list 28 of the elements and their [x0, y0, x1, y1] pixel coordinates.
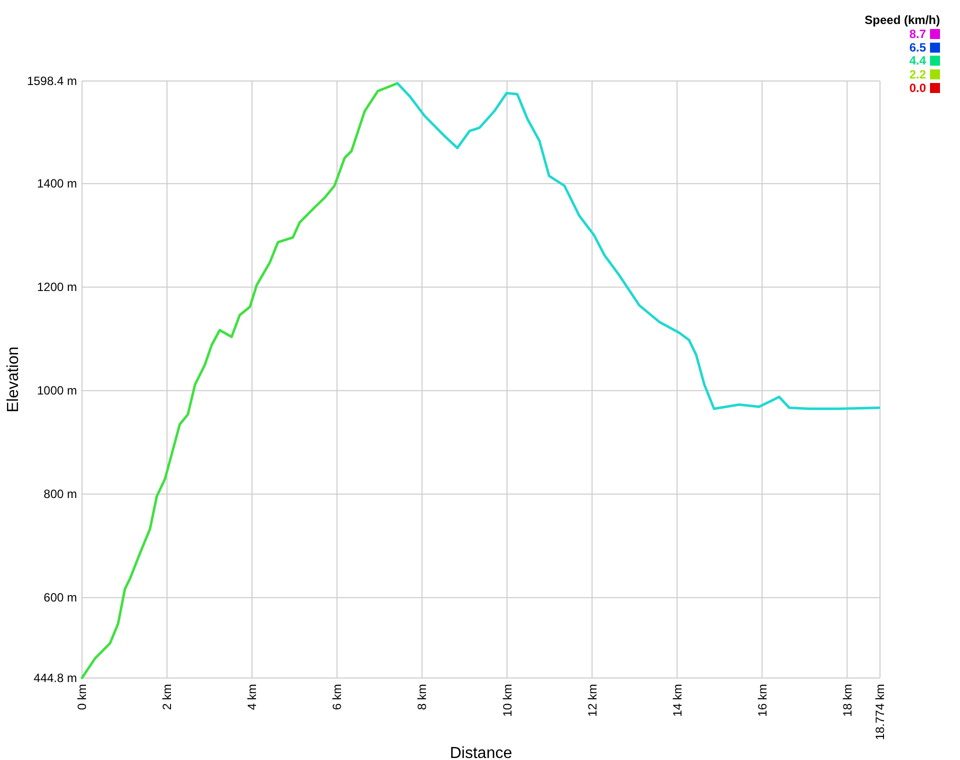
- color-bar-label: 8.7: [909, 27, 926, 41]
- y-tick-label: 800 m: [44, 487, 77, 502]
- line-series: [396, 82, 880, 410]
- line-series: [80, 82, 399, 680]
- y-tick-label: 600 m: [44, 590, 77, 605]
- x-tick-label: 10 km: [500, 684, 514, 717]
- y-tick-label: 1400 m: [36, 176, 77, 191]
- color-bar-label: 2.2: [909, 67, 926, 82]
- y-tick-label: 1598.4 m: [26, 74, 77, 88]
- color-bar-label: 6.5: [909, 40, 926, 55]
- x-tick-label: 14 km: [670, 684, 684, 717]
- x-tick-label: 16 km: [755, 684, 770, 717]
- y-tick-label: 444.8 m: [34, 670, 78, 685]
- x-tick-label: 18.774 km: [873, 684, 888, 740]
- color-bar-title: Speed (km/h): [864, 13, 940, 27]
- x-tick-label: 12 km: [585, 684, 600, 717]
- x-tick-label: 0 km: [75, 684, 90, 710]
- color-bar-label: 4.4: [909, 54, 926, 68]
- x-tick-label: 6 km: [330, 684, 344, 710]
- y-tick-label: 1000 m: [36, 384, 77, 398]
- x-tick-label: 18 km: [840, 684, 854, 717]
- y-axis-title: Elevation: [5, 346, 22, 412]
- x-axis-title: Distance: [450, 745, 512, 760]
- x-tick-label: 4 km: [245, 684, 260, 710]
- y-tick-label: 1200 m: [36, 280, 77, 294]
- x-tick-label: 2 km: [160, 684, 174, 710]
- x-tick-label: 8 km: [415, 684, 430, 710]
- color-bar-label: 0.0: [909, 81, 926, 95]
